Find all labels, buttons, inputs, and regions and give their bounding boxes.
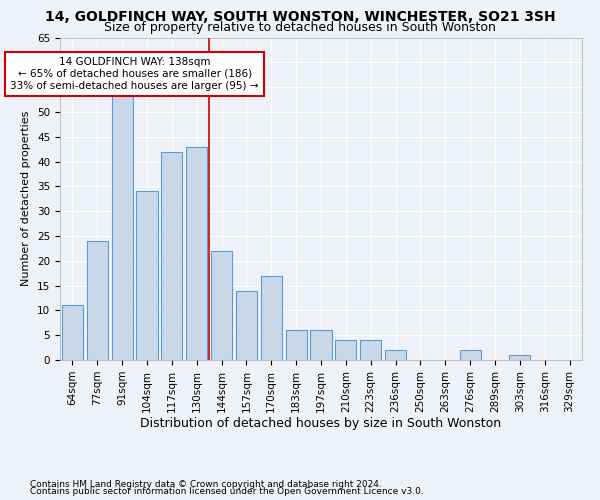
Text: Size of property relative to detached houses in South Wonston: Size of property relative to detached ho…	[104, 22, 496, 35]
Bar	[460, 350, 481, 360]
Bar	[186, 146, 207, 360]
Bar	[509, 355, 530, 360]
Bar	[161, 152, 182, 360]
Bar	[136, 192, 158, 360]
Bar	[261, 276, 282, 360]
Y-axis label: Number of detached properties: Number of detached properties	[22, 111, 31, 286]
Bar	[286, 330, 307, 360]
Bar	[211, 251, 232, 360]
Bar	[236, 290, 257, 360]
Text: 14 GOLDFINCH WAY: 138sqm
← 65% of detached houses are smaller (186)
33% of semi-: 14 GOLDFINCH WAY: 138sqm ← 65% of detach…	[10, 58, 259, 90]
Bar	[335, 340, 356, 360]
Bar	[87, 241, 108, 360]
Bar	[112, 87, 133, 360]
X-axis label: Distribution of detached houses by size in South Wonston: Distribution of detached houses by size …	[140, 418, 502, 430]
Bar	[62, 306, 83, 360]
Text: Contains public sector information licensed under the Open Government Licence v3: Contains public sector information licen…	[30, 487, 424, 496]
Bar	[360, 340, 381, 360]
Text: Contains HM Land Registry data © Crown copyright and database right 2024.: Contains HM Land Registry data © Crown c…	[30, 480, 382, 489]
Bar	[385, 350, 406, 360]
Bar	[310, 330, 332, 360]
Text: 14, GOLDFINCH WAY, SOUTH WONSTON, WINCHESTER, SO21 3SH: 14, GOLDFINCH WAY, SOUTH WONSTON, WINCHE…	[44, 10, 556, 24]
